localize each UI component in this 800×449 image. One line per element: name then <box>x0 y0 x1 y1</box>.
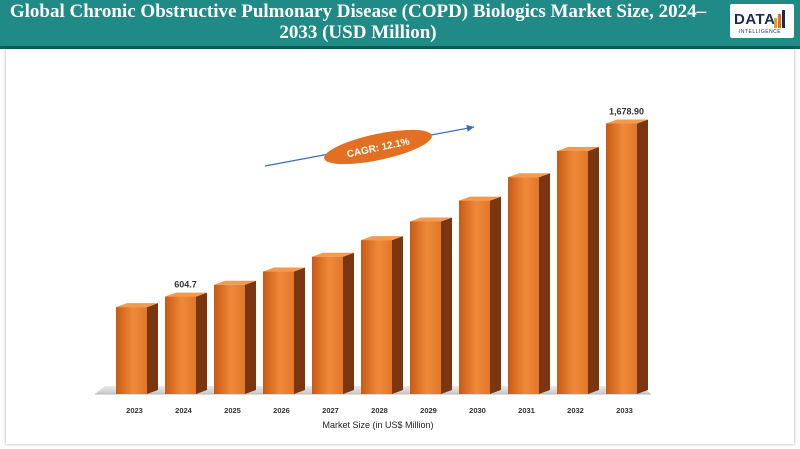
bar-side <box>637 119 648 394</box>
bar-2033 <box>606 123 637 394</box>
bar-side <box>392 236 403 394</box>
bar-side <box>441 217 452 394</box>
bar-top <box>459 196 501 201</box>
bar-top <box>312 252 354 257</box>
bar-2032 <box>557 150 588 394</box>
bar-side <box>245 280 256 394</box>
bar-top <box>214 280 256 285</box>
bar-2030 <box>459 200 490 394</box>
logo-text: DATA <box>734 11 776 28</box>
bar-side <box>343 252 354 394</box>
x-tick-label: 2028 <box>371 406 388 415</box>
bar-side <box>588 146 599 394</box>
header-banner: Global Chronic Obstructive Pulmonary Dis… <box>0 0 800 49</box>
bar-top <box>606 119 648 124</box>
bar-top <box>361 236 403 241</box>
bar-side <box>490 196 501 394</box>
bar-top <box>165 292 207 297</box>
bar-top <box>508 173 550 178</box>
x-tick-label: 2029 <box>420 406 437 415</box>
bar-top <box>557 146 599 151</box>
bar-side <box>147 303 158 394</box>
x-tick-label: 2031 <box>518 406 535 415</box>
bar-2027 <box>312 256 343 394</box>
bar-2023 <box>116 307 147 394</box>
datam-logo: DATA INTELLIGENCE <box>730 4 794 38</box>
x-tick-label: 2030 <box>469 406 486 415</box>
cagr-ellipse <box>324 129 432 165</box>
x-tick-label: 2024 <box>175 406 193 415</box>
x-tick-label: 2027 <box>322 406 339 415</box>
logo-subtext: INTELLIGENCE <box>739 29 782 35</box>
bar-2024 <box>165 296 196 394</box>
x-axis-label: Market Size (in US$ Million) <box>322 420 433 430</box>
bar-top <box>263 267 305 272</box>
bar-top <box>410 217 452 222</box>
bar-side <box>196 292 207 394</box>
data-label: 1,678.90 <box>609 107 644 117</box>
bar-top <box>116 303 158 308</box>
data-label: 604.7 <box>174 280 197 290</box>
x-tick-label: 2033 <box>616 406 633 415</box>
x-tick-label: 2026 <box>273 406 290 415</box>
bar-2025 <box>214 284 245 394</box>
x-tick-label: 2023 <box>126 406 143 415</box>
bar-2031 <box>508 177 539 394</box>
bar-2026 <box>263 271 294 394</box>
bar-side <box>294 267 305 394</box>
bar-2028 <box>361 240 392 394</box>
x-tick-label: 2025 <box>224 406 241 415</box>
bar-2029 <box>410 221 441 394</box>
bar-side <box>539 173 550 394</box>
chart-title: Global Chronic Obstructive Pulmonary Dis… <box>9 1 707 43</box>
logo-bars-icon <box>774 10 785 28</box>
x-tick-label: 2032 <box>567 406 584 415</box>
